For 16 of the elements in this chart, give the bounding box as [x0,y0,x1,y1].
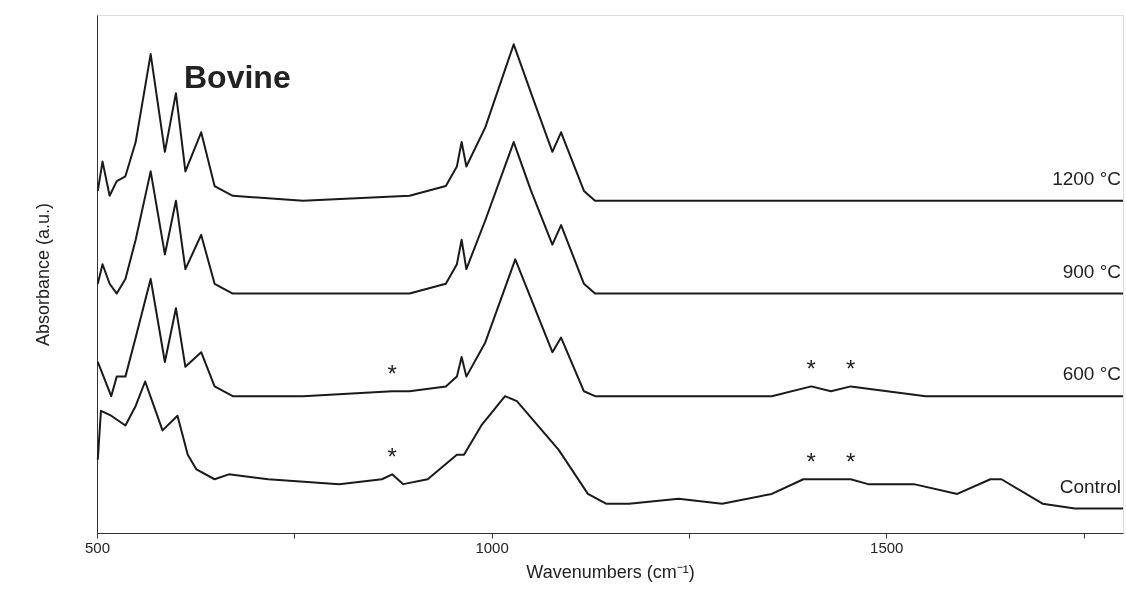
annotation: * [846,448,856,476]
annotation: * [846,355,856,383]
series-label: 900 °C [1062,260,1121,282]
annotation: * [387,443,397,471]
annotation: * [387,360,397,388]
x-tick-label: 1500 [870,538,904,556]
series-label: 1200 °C [1052,167,1121,189]
series-label: 600 °C [1062,363,1121,385]
y-axis-title: Absorbance (a.u.) [32,202,53,347]
text: Bovine [184,59,291,95]
annotation: * [806,355,816,383]
annotation: * [806,448,816,476]
series-label: Control [1059,475,1121,497]
x-tick-label: 1000 [475,538,509,556]
x-axis-title: Wavenumbers (cm⁻¹) [526,561,695,582]
x-tick-label: 500 [84,538,111,556]
